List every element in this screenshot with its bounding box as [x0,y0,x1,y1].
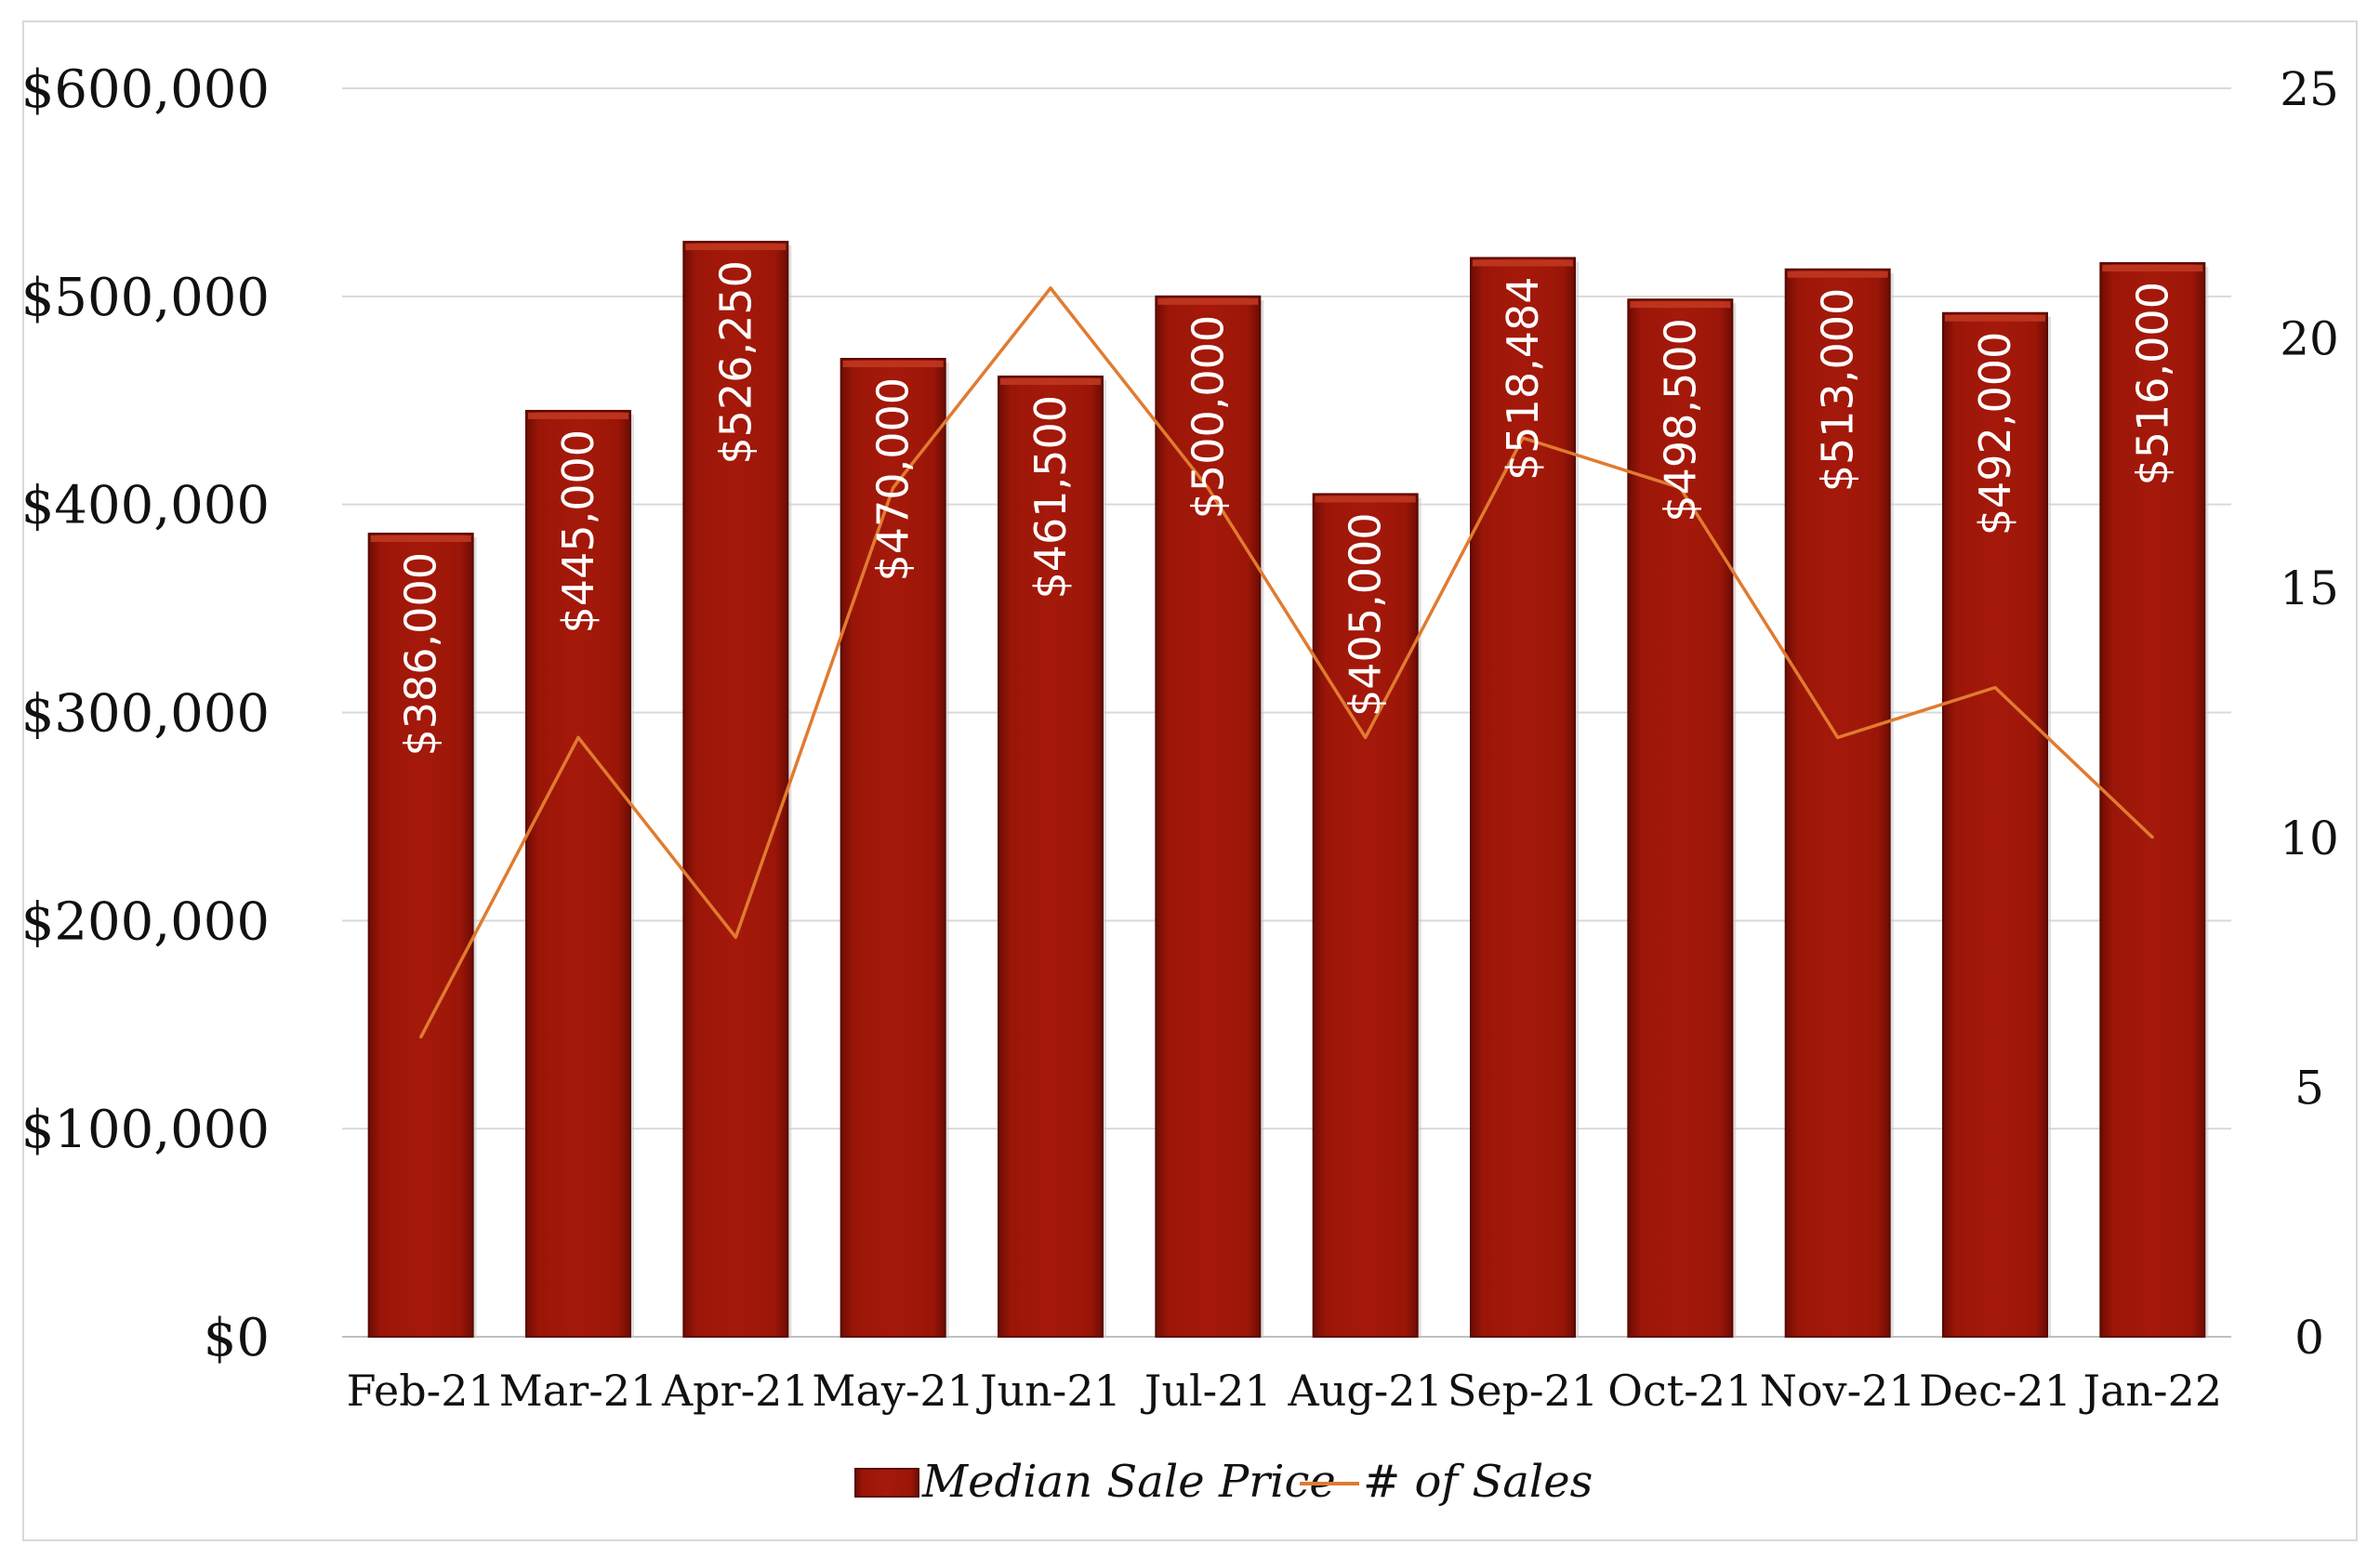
bar-highlight [1473,259,1573,267]
bar-highlight [370,535,471,543]
bar [1942,311,2048,1338]
x-tick-label: Feb-21 [347,1366,496,1416]
bar-group [525,409,634,1339]
bar [682,241,789,1339]
sales-point [1364,735,1368,739]
legend-swatch-median-sale-price [854,1468,919,1498]
bar-group [1312,493,1421,1338]
bar-group [367,533,477,1338]
bar-highlight [1315,495,1416,503]
bar-series [367,241,2209,1339]
sales-point [734,935,737,939]
y-right-tick-label: 15 [2280,561,2339,615]
sales-line [419,286,2154,1038]
y-right-tick-label: 5 [2294,1061,2324,1115]
bar-group [1155,295,1264,1338]
x-tick-label: Dec-21 [1919,1366,2071,1416]
y-right-tick-label: 10 [2280,812,2339,865]
bar-highlight [685,244,787,251]
y-left-tick-label: $400,000 [21,476,270,536]
legend: Median Sale Price # of Sales [854,1456,1593,1508]
y-left-tick-label: $0 [204,1308,270,1368]
bar-data-label: $445,000 [553,429,603,633]
y-right-tick-label: 25 [2280,62,2339,116]
sales-point [2150,836,2154,839]
bar-data-label: $386,000 [396,552,446,757]
bar-data-label: $461,500 [1025,395,1076,600]
bar [1784,268,1891,1338]
bar-data-label: $513,000 [1813,288,1863,493]
bar-data-label: $516,000 [2127,282,2177,486]
bar [840,357,946,1339]
gridlines [342,87,2231,1338]
y-left-tick-label: $200,000 [21,891,270,952]
y-right-tick-label: 0 [2294,1311,2324,1365]
bar-group [840,357,949,1339]
bar-highlight [842,360,944,367]
bar [1312,493,1419,1338]
y-left-tick-label: $300,000 [21,684,270,745]
y-left-tick-label: $100,000 [21,1100,270,1160]
x-tick-label: Jan-22 [2080,1366,2223,1416]
sales-point [1836,735,1840,739]
x-tick-label: Jun-21 [976,1366,1121,1416]
bar-data-label: $470,000 [868,377,919,582]
sales-point [1678,486,1682,490]
bar-data-label: $526,250 [710,260,760,465]
legend-label-num-sales: # of Sales [1363,1456,1593,1508]
bar-highlight [2102,265,2203,272]
bar-data-label: $492,000 [1970,332,2020,536]
bar-data-label: $405,000 [1341,512,1391,717]
sales-point [892,486,895,490]
bar-data-label: $518,484 [1498,276,1548,480]
y-left-tick-label: $500,000 [21,268,270,328]
bar [525,409,631,1339]
sales-point [576,735,580,739]
bar-highlight [1945,314,2045,322]
bar [367,533,474,1338]
y-right-tick-label: 20 [2280,312,2339,366]
data-labels: $386,000 $445,000 $526,250 $470,000 $461,500… [396,260,2178,756]
bar [1627,298,1734,1339]
line-series [419,286,2154,1039]
x-tick-label: Aug-21 [1287,1366,1442,1416]
sales-point [1521,436,1525,440]
axes: $0 $100,000 $200,000 $300,000 $400,000 $500,0… [21,59,2339,1416]
bar-group [682,241,792,1339]
bar-group [1942,311,2051,1338]
x-tick-label: Mar-21 [499,1366,658,1416]
bar-data-label: $500,000 [1183,315,1233,520]
bar-group [1784,268,1894,1338]
bar-highlight [528,412,628,419]
x-tick-label: Sep-21 [1448,1366,1598,1416]
x-tick-label: May-21 [812,1366,974,1416]
bar [998,376,1104,1338]
bar-group [1627,298,1737,1339]
bar-highlight [1157,297,1259,305]
x-tick-label: Oct-21 [1607,1366,1752,1416]
bar [1155,295,1262,1338]
y-left-tick-label: $600,000 [21,59,270,120]
sales-point [419,1036,423,1039]
bar-highlight [1000,378,1101,386]
bar-group [2099,262,2209,1338]
bar [2099,262,2206,1338]
x-tick-label: Nov-21 [1760,1366,1916,1416]
bar-highlight [1787,271,1888,278]
sales-point [1206,486,1210,490]
bar-group [998,376,1106,1338]
bar-data-label: $498,500 [1655,318,1705,522]
bar-highlight [1630,301,1731,309]
x-tick-label: Apr-21 [661,1366,810,1416]
sales-point [1049,286,1052,290]
sales-point [1993,686,1997,690]
x-tick-label: Jul-21 [1141,1366,1272,1416]
legend-label-median-sale-price: Median Sale Price [921,1456,1336,1508]
